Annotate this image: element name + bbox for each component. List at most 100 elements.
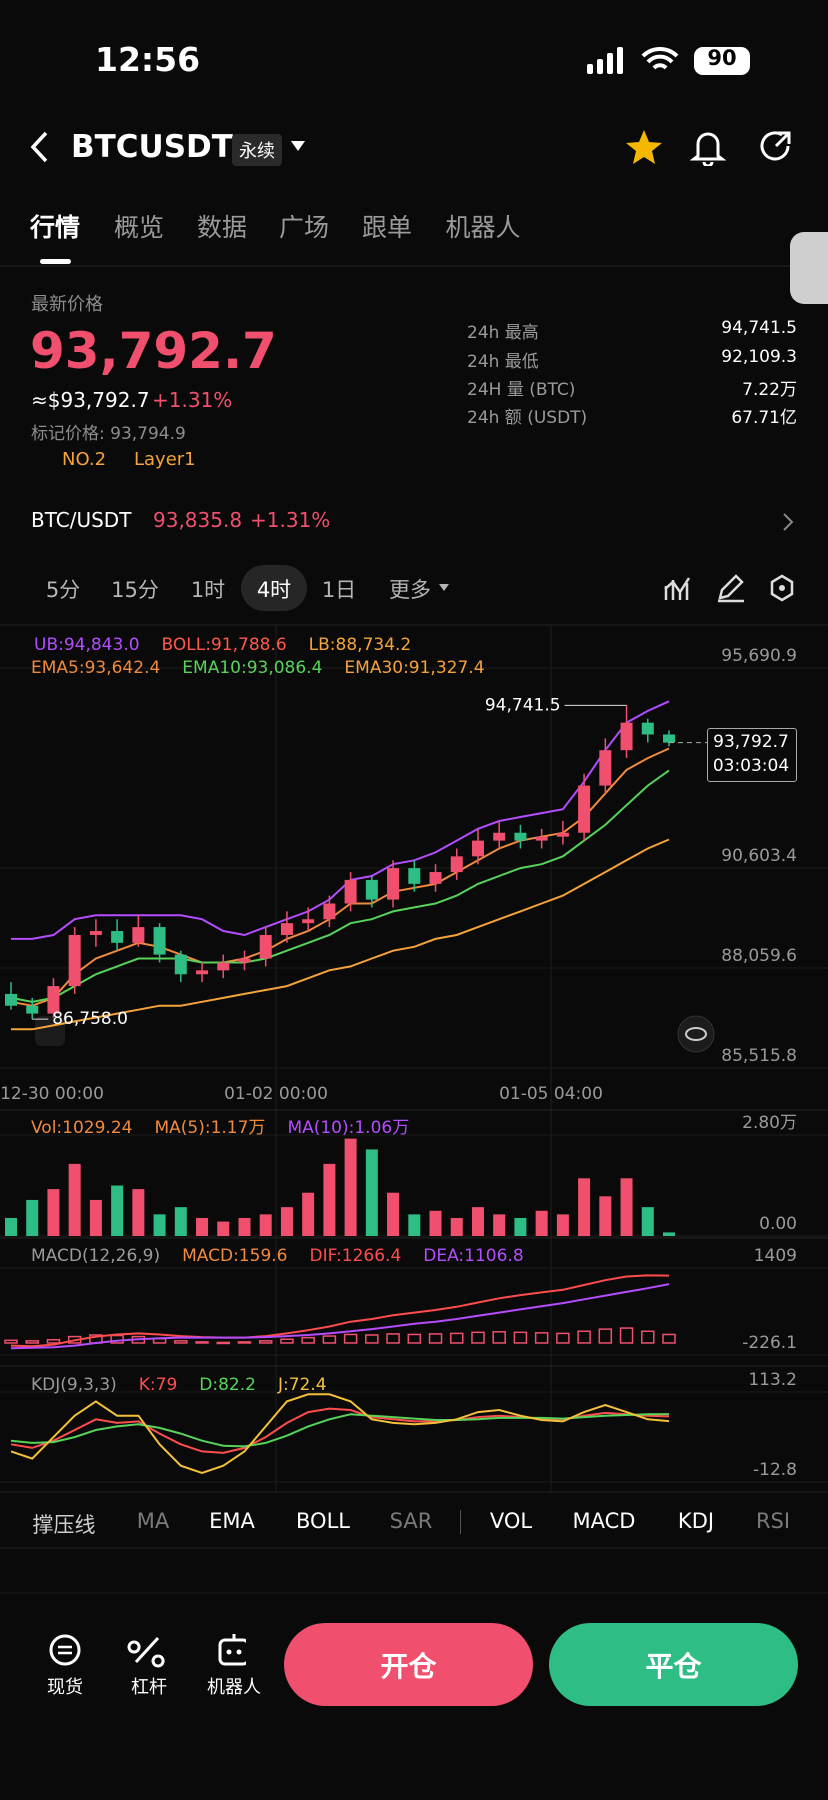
share-icon[interactable] [758,128,794,166]
nav-label[interactable]: 杠杆 [131,1677,167,1698]
interval[interactable]: 5分 [45,578,81,602]
interval[interactable]: 15分 [111,578,159,602]
candle-body [111,931,124,943]
candle-body [641,722,654,735]
price-label: 最新价格 [31,294,103,315]
indicator-tab[interactable]: 撑压线 [32,1513,96,1537]
spot-price: 93,835.8 [153,508,243,532]
candle-body [471,840,484,857]
y-tick-label: 0.00 [759,1214,797,1234]
indicator-tab[interactable]: BOLL [296,1509,350,1533]
tab[interactable]: 行情 [29,213,81,242]
volume-bar [599,1196,612,1236]
tab[interactable]: 概览 [113,213,165,242]
volume-bar [578,1178,591,1236]
indicator-tab[interactable]: KDJ [677,1509,715,1533]
symbol[interactable]: BTCUSDT [71,129,233,165]
x-tick-label: 01-05 04:00 [499,1084,603,1104]
volume-bar [556,1214,569,1236]
y-tick-label: 95,690.9 [721,646,797,666]
volume-bar [196,1217,209,1236]
indicator-tab[interactable]: VOL [489,1509,533,1533]
volume-bar [344,1138,357,1236]
x-tick-label: 12-30 00:00 [0,1084,104,1104]
tab[interactable]: 广场 [278,213,330,242]
spot-pair[interactable]: BTC/USDT [31,508,132,532]
indicator-line [10,1283,670,1350]
open-button[interactable]: 开仓 [284,1623,533,1706]
tab[interactable]: 数据 [196,213,248,242]
macd-bar [110,1334,124,1344]
close-button[interactable]: 平仓 [549,1623,798,1706]
indicator-line [10,1407,670,1454]
macd-bar [619,1327,634,1344]
macd-bar [449,1332,464,1344]
stat-value: 67.71亿 [731,408,797,428]
legend-item: DIF:1266.4 [309,1246,401,1266]
chart-tools[interactable] [664,574,794,604]
indicator-tab[interactable]: MACD [572,1509,636,1533]
macd-bar [365,1334,379,1344]
volume-bar [450,1217,463,1236]
candle-body [26,1005,39,1014]
back-button[interactable] [28,130,52,164]
volume-bar [514,1217,527,1236]
macd-bar [174,1340,188,1344]
y-tick-label: -12.8 [753,1460,797,1480]
candle-body [5,993,17,1006]
chevron[interactable] [782,512,794,532]
star-icon[interactable] [624,128,664,166]
interval[interactable]: 更多 [389,578,431,602]
indicator-tab[interactable]: SAR [389,1509,433,1533]
indicator-line [10,747,670,1007]
legend-item: KDJ(9,3,3) [31,1375,117,1395]
nav-label[interactable]: 现货 [47,1677,83,1698]
macd-bar [471,1331,485,1344]
legend-item: D:82.2 [199,1375,256,1395]
volume-bar [429,1210,442,1236]
candle-body [323,903,336,920]
eye-icon[interactable] [677,1015,715,1053]
volume-bar [302,1192,315,1236]
candle-body [259,934,272,959]
tab[interactable]: 机器人 [445,213,521,242]
low-label: 86,758.0 [52,1009,128,1029]
y-tick-label: -226.1 [742,1333,797,1353]
side-handle[interactable] [790,232,828,304]
volume-bar [174,1207,187,1236]
macd-bar [216,1341,231,1345]
candle-body [153,927,166,955]
interval[interactable]: 1时 [190,578,226,602]
candle-body [535,836,548,841]
legend-item: EMA30:91,327.4 [344,658,484,678]
dropdown[interactable] [290,140,306,152]
contract-tag: 永续 [232,134,282,166]
macd-bar [513,1331,528,1344]
bell-icon[interactable] [690,128,726,166]
sector[interactable]: Layer1 [134,449,196,470]
indicator-tab[interactable]: RSI [755,1509,791,1533]
stat-label: 24h 最低 [467,352,539,372]
nav-label[interactable]: 机器人 [207,1677,261,1698]
interval[interactable]: 4时 [256,578,292,602]
legend-item: UB:94,843.0 [34,635,140,655]
volume-bar [259,1214,272,1236]
spot-change: +1.31% [250,508,331,532]
dropdown[interactable] [439,584,449,592]
tab[interactable]: 跟单 [361,213,413,242]
y-tick-label: 90,603.4 [721,846,797,866]
indicator-tab[interactable]: MA [136,1509,170,1533]
volume-bar [153,1214,166,1236]
candle-body [450,856,463,873]
volume-bar [620,1178,633,1236]
x-tick-label: 01-02 00:00 [224,1084,328,1104]
legend-item: LB:88,734.2 [309,635,412,655]
volume-bar [323,1163,336,1236]
indicator-tab[interactable]: EMA [209,1509,255,1533]
indicator-line [10,1393,670,1474]
interval[interactable]: 1日 [321,578,357,602]
fullscreen-icon[interactable] [35,1016,65,1046]
candle-body [556,832,569,837]
